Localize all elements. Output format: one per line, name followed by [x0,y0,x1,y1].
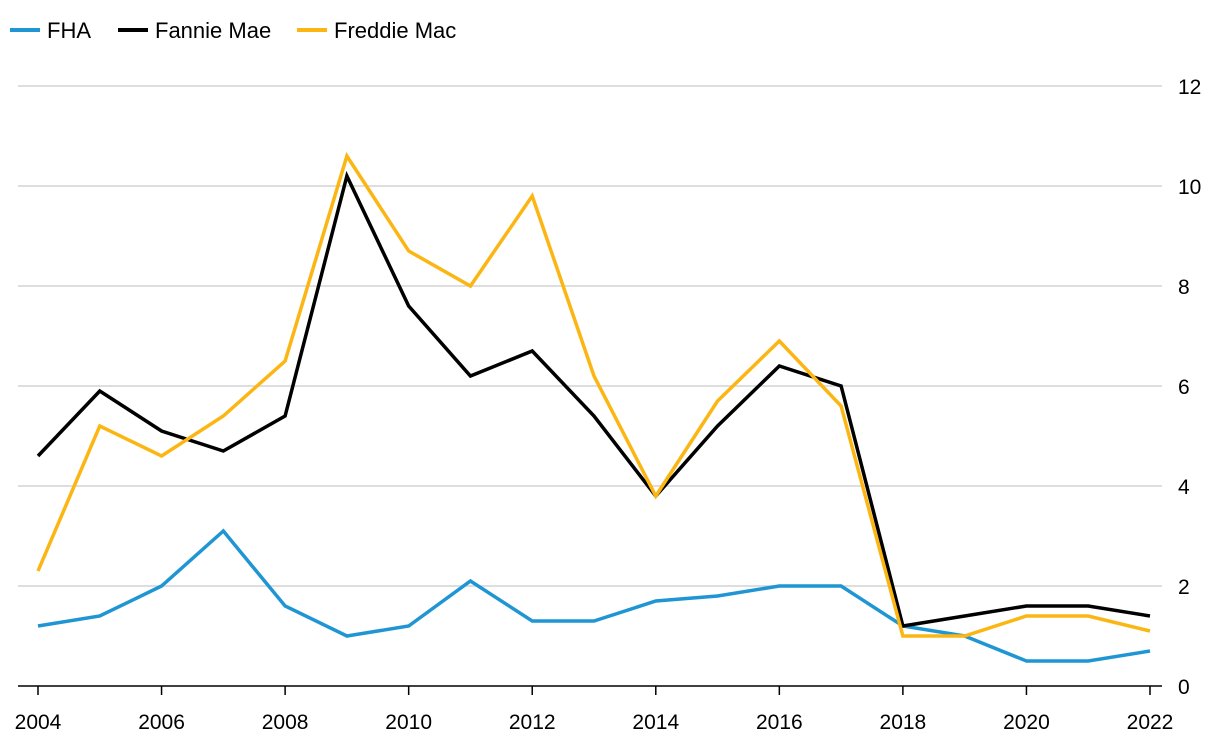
x-tick-label: 2016 [756,711,803,734]
legend: FHA Fannie Mae Freddie Mac [10,18,456,43]
legend-item-freddie-mac: Freddie Mac [297,18,456,43]
series-line-fha [37,528,1151,663]
series-line-freddie-mac [36,151,1151,638]
x-tick-label: 2022 [1127,711,1174,734]
x-tick-label: 2012 [509,711,556,734]
y-tick-label: 0 [1178,676,1190,699]
legend-item-fannie-mae: Fannie Mae [118,18,271,43]
series-lines [36,151,1151,663]
legend-label: FHA [47,18,91,43]
y-axis: 0 2 4 6 8 10 12 [1178,76,1201,699]
gridlines [18,85,1162,587]
x-tick-label: 2006 [138,711,185,734]
x-tick-label: 2004 [15,711,62,734]
x-tick-label: 2018 [880,711,927,734]
legend-label: Freddie Mac [334,18,456,43]
legend-item-fha: FHA [10,18,91,43]
y-tick-label: 4 [1178,476,1190,499]
y-tick-label: 12 [1178,76,1201,99]
y-tick-label: 8 [1178,276,1190,299]
y-tick-label: 10 [1178,176,1201,199]
x-tick-label: 2014 [632,711,679,734]
y-tick-label: 2 [1178,576,1190,599]
legend-label: Fannie Mae [155,18,271,43]
x-tick-label: 2020 [1003,711,1050,734]
x-axis: 2004 2006 2008 2010 2012 2014 2016 2018 2020 2022 [15,685,1174,734]
x-tick-label: 2010 [385,711,432,734]
y-tick-label: 6 [1178,376,1190,399]
series-line-fannie-mae [36,170,1151,628]
x-tick-label: 2008 [262,711,309,734]
